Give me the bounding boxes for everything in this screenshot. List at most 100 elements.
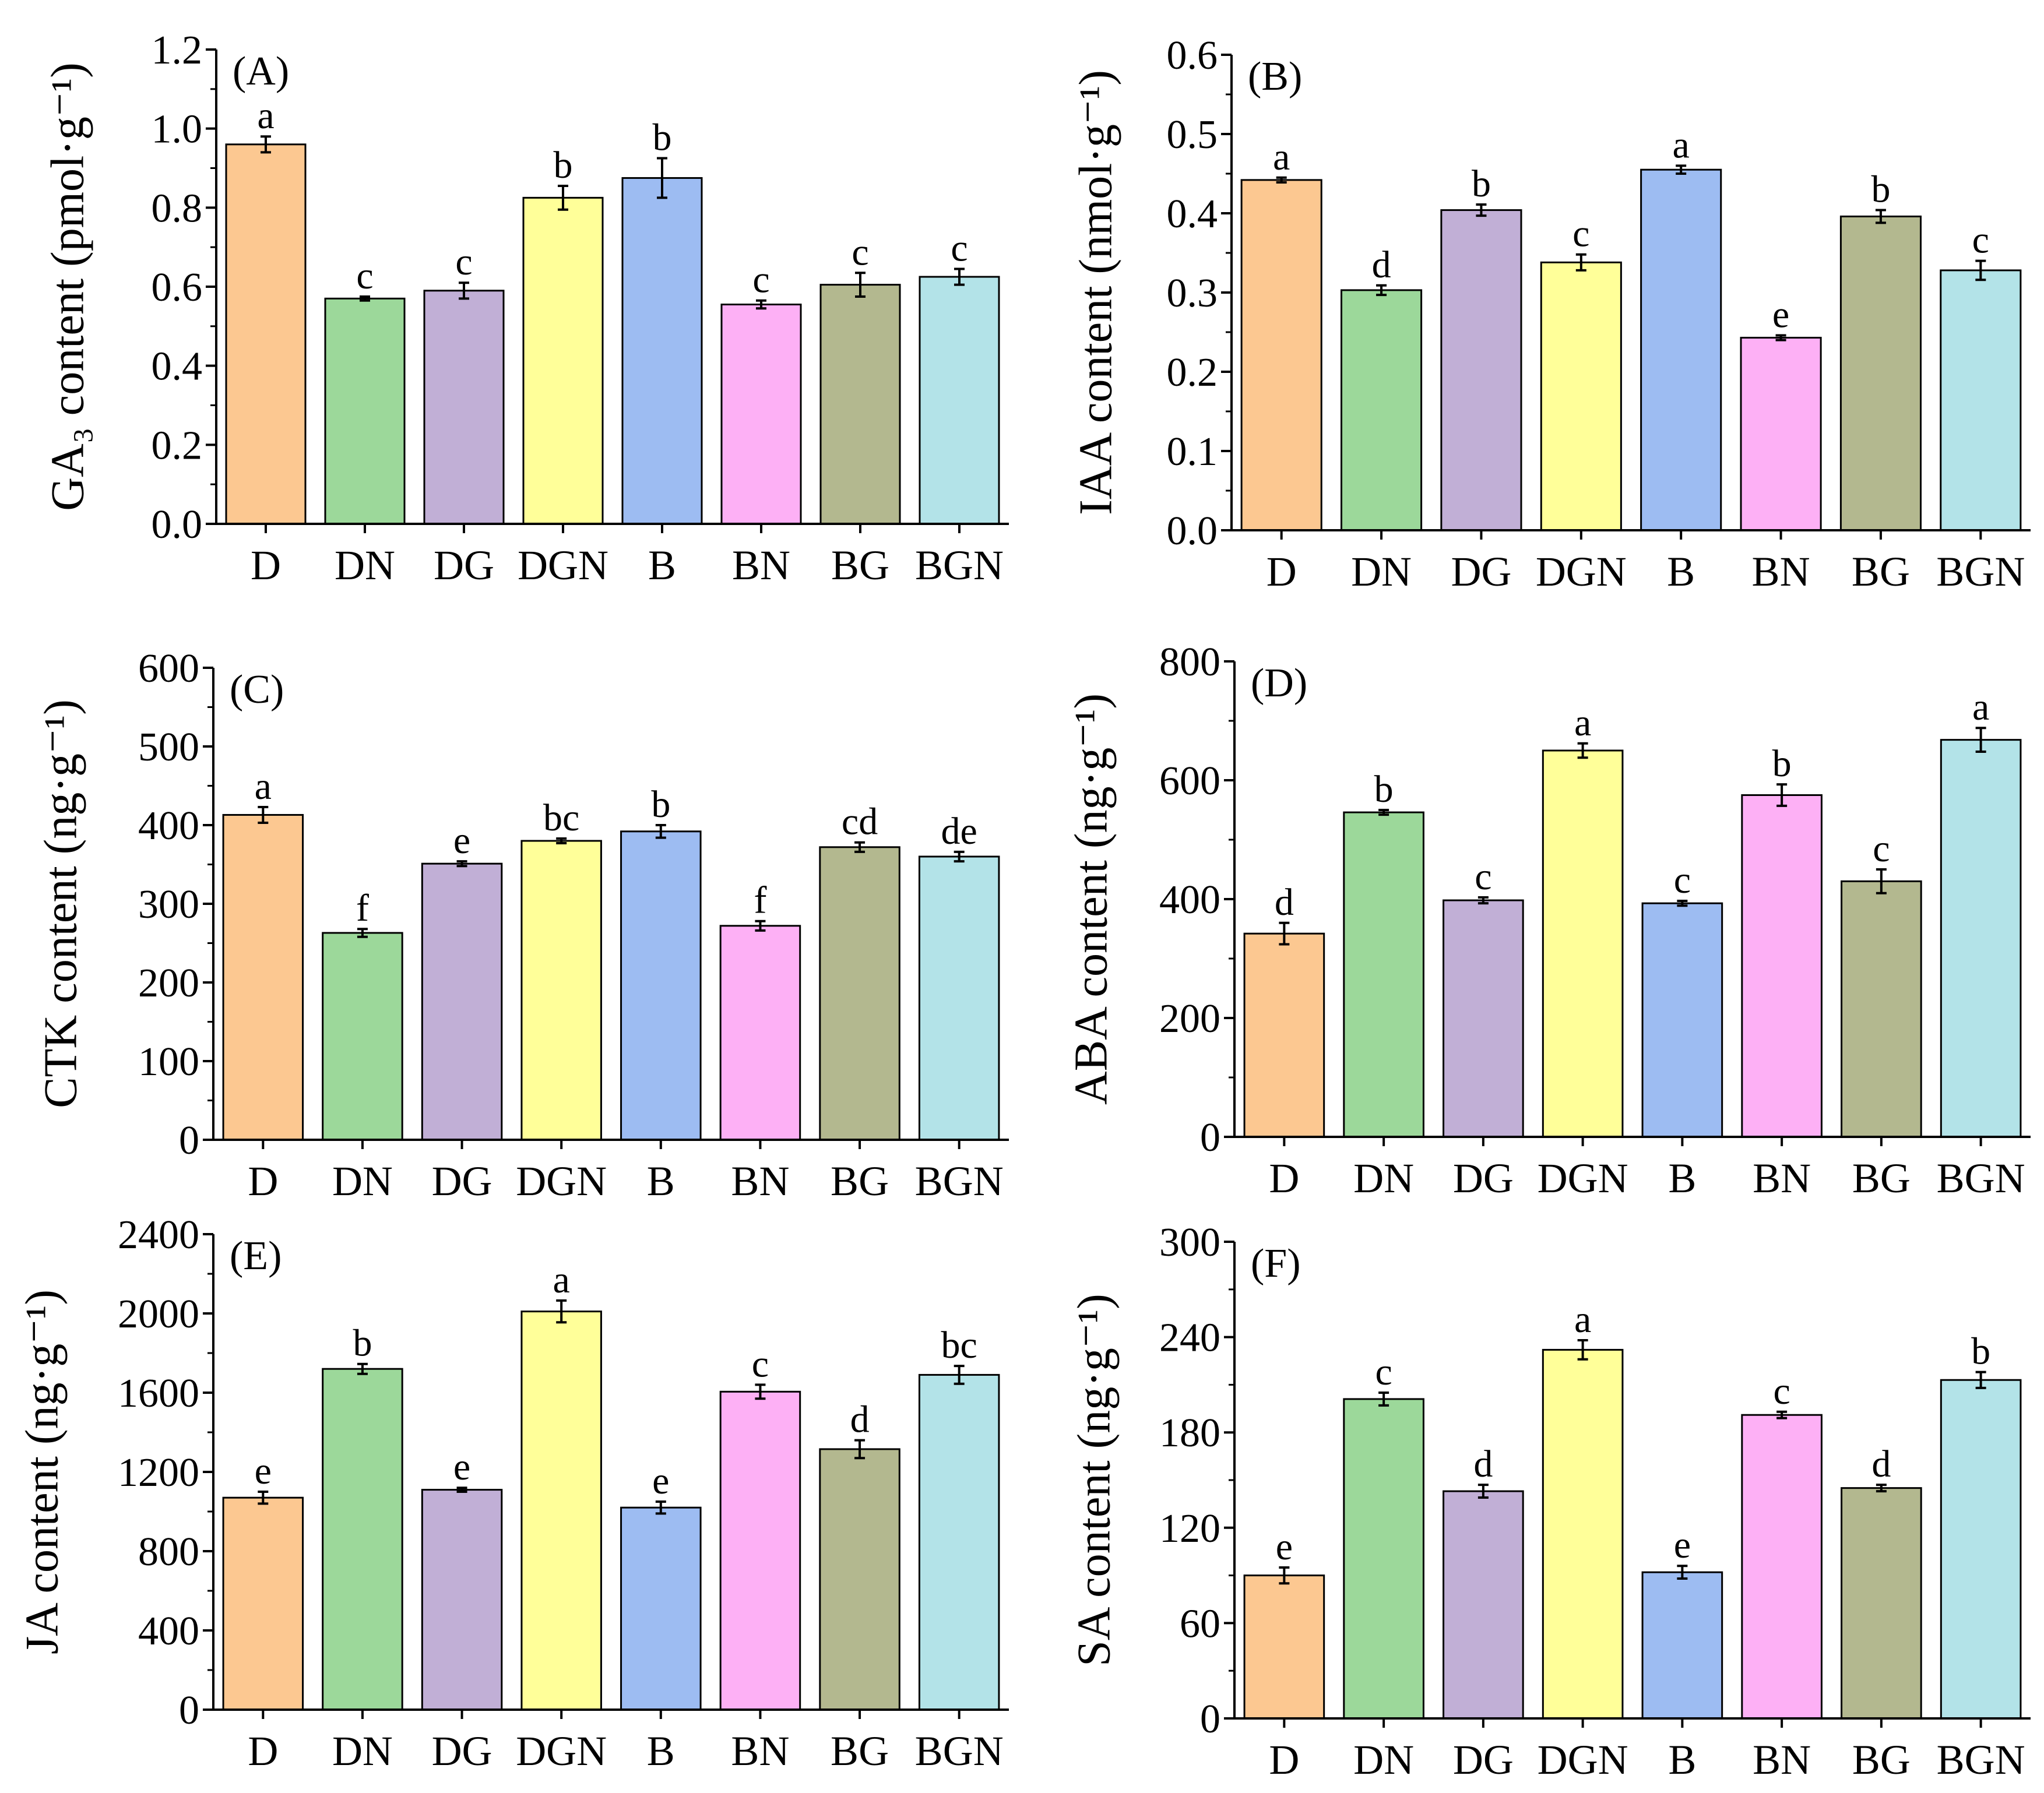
chart-panel-e: e Db DN e DG a DGN e Bc BN d BG bc BGN 0 400 800 1200 1600… xyxy=(16,1213,1009,1774)
significance-letter: c xyxy=(356,255,373,297)
bar-bn xyxy=(1741,794,1823,1138)
significance-letter: c xyxy=(1873,827,1890,870)
x-tick-label: BG xyxy=(831,1158,889,1204)
bar-dgn xyxy=(520,840,602,1141)
bar-dg xyxy=(1443,899,1524,1138)
x-tick-label: BN xyxy=(1753,1155,1811,1202)
x-tick-label: DGN xyxy=(1536,548,1627,595)
chart-panel-c: a Df DN e DG bc DGN b Bf BN cd BG de BGN 0 100 200 300 400… xyxy=(35,646,1009,1204)
significance-letter: c xyxy=(752,259,769,301)
y-tick-label: 400 xyxy=(1159,878,1220,922)
y-tick-label: 0.6 xyxy=(152,265,203,310)
significance-letter: d xyxy=(1372,244,1391,286)
x-tick-label: B xyxy=(1668,1736,1696,1783)
bar-dgn xyxy=(1542,749,1624,1138)
bar-bg xyxy=(819,1448,900,1711)
x-tick-label: BN xyxy=(732,542,790,589)
y-tick-label: 400 xyxy=(138,1609,199,1654)
y-tick-label: 0.6 xyxy=(1167,33,1218,78)
x-tick-label: BN xyxy=(1752,548,1810,595)
significance-letter: c xyxy=(455,241,472,283)
significance-letter: c xyxy=(1773,1370,1790,1412)
x-tick-label: D xyxy=(248,1158,278,1204)
significance-letter: b xyxy=(1772,742,1792,785)
x-tick-label: BN xyxy=(731,1728,789,1774)
significance-letter: b xyxy=(1472,163,1491,205)
x-tick-label: D xyxy=(251,542,281,589)
bar-b xyxy=(1640,168,1722,531)
x-tick-label: D xyxy=(248,1728,278,1774)
x-tick-label: DN xyxy=(332,1728,393,1774)
significance-letter: e xyxy=(1674,1524,1691,1566)
x-tick-label: BG xyxy=(831,542,889,589)
x-tick-label: D xyxy=(1269,1155,1299,1202)
x-tick-label: BG xyxy=(1852,548,1910,595)
significance-letter: a xyxy=(255,765,272,808)
y-tick-label: 0.8 xyxy=(152,186,203,231)
x-tick-label: BG xyxy=(831,1728,889,1774)
bar-dn xyxy=(1343,1398,1424,1720)
y-tick-label: 0.1 xyxy=(1167,429,1218,474)
significance-letter: c xyxy=(1375,1351,1392,1393)
x-tick-label: B xyxy=(1667,548,1695,595)
x-tick-label: DG xyxy=(1453,1155,1514,1202)
x-tick-label: DN xyxy=(332,1158,393,1204)
significance-letter: f xyxy=(754,879,766,922)
significance-letter: b xyxy=(1871,168,1890,211)
bar-bg xyxy=(1839,215,1922,531)
significance-letter: a xyxy=(1972,686,1989,728)
significance-letter: a xyxy=(553,1259,570,1301)
y-tick-label: 100 xyxy=(138,1040,199,1084)
bar-dg xyxy=(1443,1490,1524,1720)
bar-bgn xyxy=(1940,269,2022,531)
bar-dgn xyxy=(520,1311,602,1711)
bar-bg xyxy=(1841,1487,1922,1720)
bar-d xyxy=(1243,932,1325,1138)
y-tick-label: 0 xyxy=(179,1688,199,1733)
x-tick-label: BN xyxy=(1753,1736,1811,1783)
panel-label: (E) xyxy=(230,1234,282,1278)
x-tick-label: DG xyxy=(432,1728,492,1774)
chart-panel-d: d Db DN c DG a DGN c Bb BN c BG a BGN 0 200 400 600 800 (D)… xyxy=(1065,640,2031,1202)
bar-bg xyxy=(1841,880,1922,1138)
bar-dgn xyxy=(1540,261,1622,531)
y-tick-label: 500 xyxy=(138,725,199,770)
significance-letter: a xyxy=(1673,124,1690,166)
x-tick-label: DGN xyxy=(516,1158,607,1204)
y-tick-label: 2400 xyxy=(118,1213,199,1257)
y-tick-label: 300 xyxy=(138,882,199,927)
y-tick-label: 0.5 xyxy=(1167,112,1218,157)
bar-dn xyxy=(324,297,406,525)
significance-letter: b xyxy=(554,144,573,186)
y-tick-label: 400 xyxy=(138,804,199,848)
significance-letter: c xyxy=(1475,855,1491,898)
significance-letter: b xyxy=(651,783,670,826)
x-tick-label: BGN xyxy=(915,1158,1004,1204)
y-tick-label: 240 xyxy=(1159,1316,1220,1361)
bar-bn xyxy=(1741,1414,1823,1720)
chart-panel-a: a Dc DN c DG b DGN b Bc BN c BG c BGN 0.0 0.2 0.4 0.6 0.8 1… xyxy=(42,28,1009,589)
bar-dg xyxy=(423,290,505,525)
x-tick-label: BGN xyxy=(1937,1155,2025,1202)
significance-letter: c xyxy=(752,1343,769,1385)
bar-dg xyxy=(421,1489,503,1711)
bar-b xyxy=(620,1506,702,1711)
y-tick-label: 0.0 xyxy=(152,502,203,547)
bar-d xyxy=(1243,1574,1325,1720)
y-tick-label: 2000 xyxy=(118,1292,199,1337)
y-tick-label: 0 xyxy=(1200,1697,1220,1742)
x-tick-label: DN xyxy=(335,542,395,589)
x-tick-label: DG xyxy=(434,542,494,589)
y-tick-label: 800 xyxy=(1159,640,1220,685)
panel-label: (D) xyxy=(1251,661,1307,706)
x-tick-label: DGN xyxy=(1538,1155,1628,1202)
y-tick-label: 180 xyxy=(1159,1411,1220,1456)
significance-letter: d xyxy=(1275,881,1294,924)
significance-letter: a xyxy=(1574,702,1591,744)
x-tick-label: DGN xyxy=(1538,1736,1628,1783)
y-tick-label: 200 xyxy=(138,961,199,1006)
x-tick-label: B xyxy=(1668,1155,1696,1202)
bar-bn xyxy=(1740,337,1822,531)
significance-letter: e xyxy=(1772,293,1789,336)
